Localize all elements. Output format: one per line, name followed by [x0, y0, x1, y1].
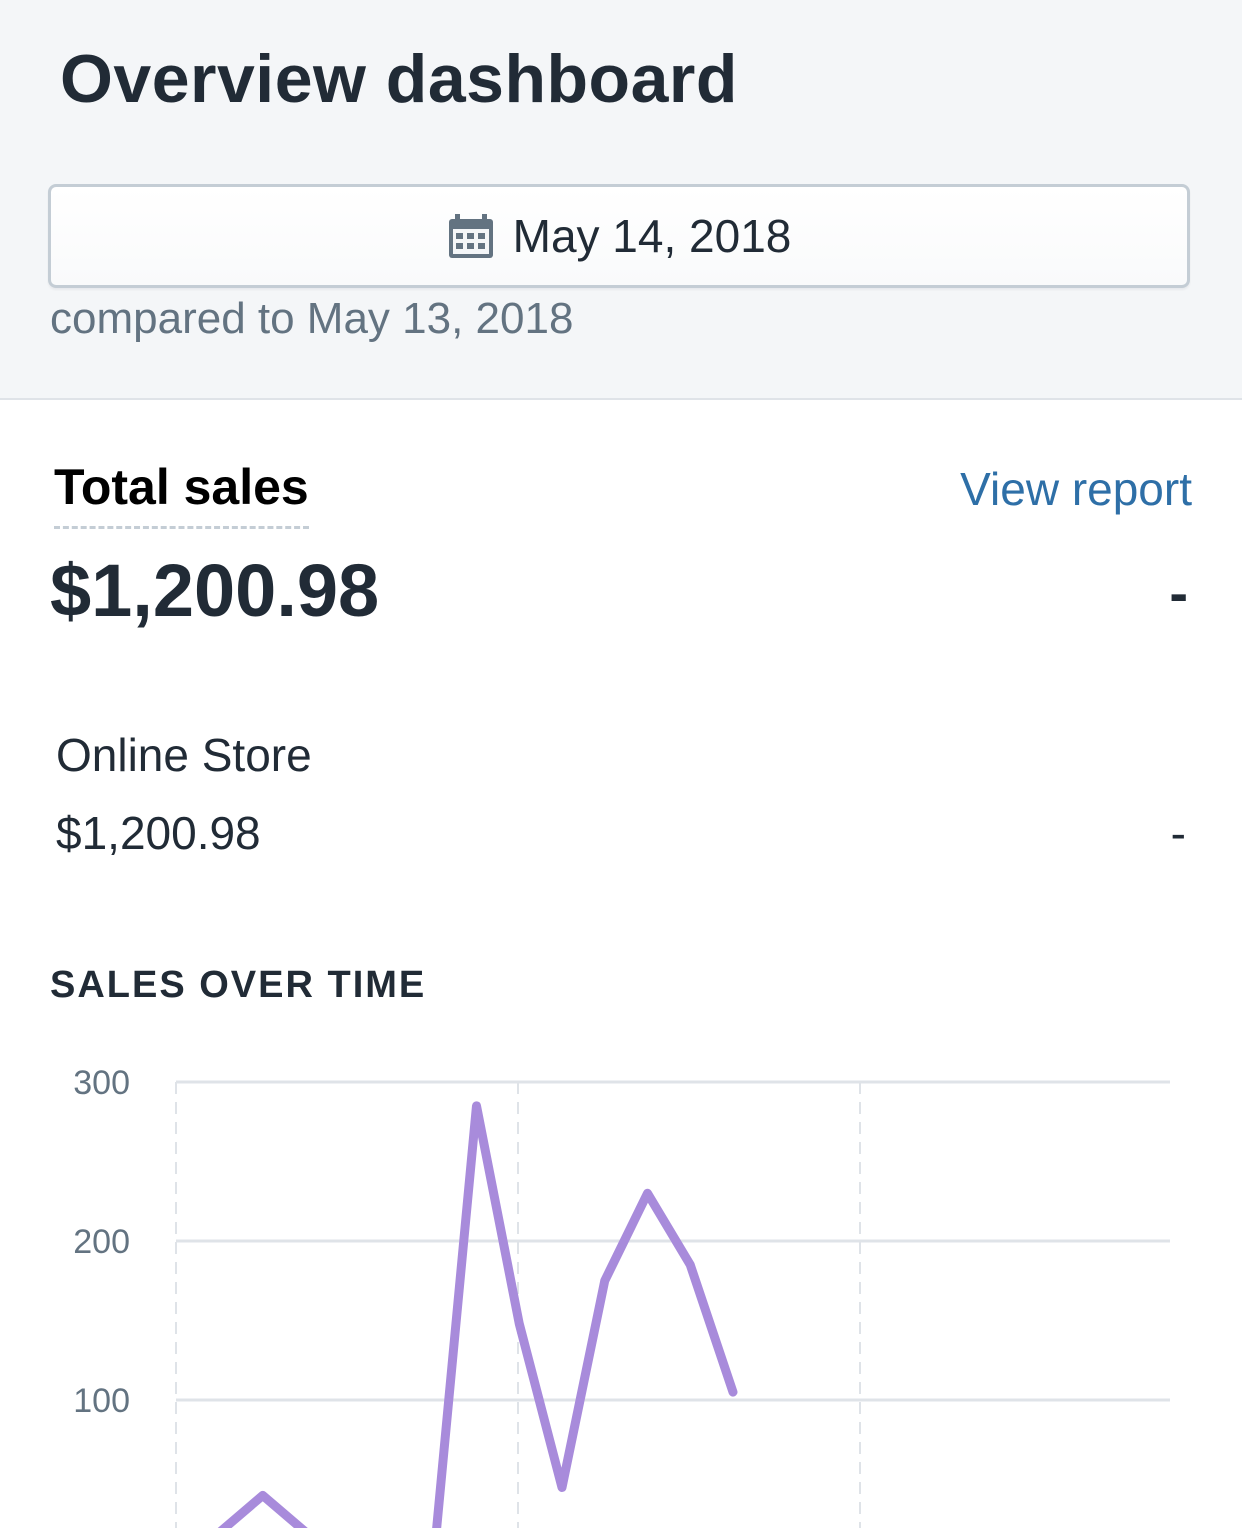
sales-over-time-chart: 100 200 300 [73, 1064, 1170, 1528]
view-report-link[interactable]: View report [960, 463, 1192, 515]
total-sales-value: $1,200.98 [50, 549, 380, 632]
page-title: Overview dashboard [60, 41, 738, 117]
comparison-text: compared to May 13, 2018 [50, 294, 574, 343]
y-tick-label: 300 [73, 1064, 130, 1102]
y-tick-label: 200 [73, 1223, 130, 1261]
channel-change: - [1170, 807, 1186, 859]
sales-over-time-title: SALES OVER TIME [50, 964, 427, 1006]
channel-name: Online Store [56, 729, 312, 781]
series-line [217, 1101, 738, 1528]
date-picker-button[interactable]: May 14, 2018 [48, 184, 1190, 288]
y-tick-label: 100 [73, 1382, 130, 1420]
calendar-icon [448, 214, 493, 258]
total-sales-change: - [1169, 561, 1188, 624]
total-sales-label[interactable]: Total sales [54, 458, 309, 529]
channel-value: $1,200.98 [56, 807, 261, 859]
date-button-label: May 14, 2018 [512, 210, 792, 262]
header-section: Overview dashboard May 14, 2018 compared… [0, 0, 1242, 400]
